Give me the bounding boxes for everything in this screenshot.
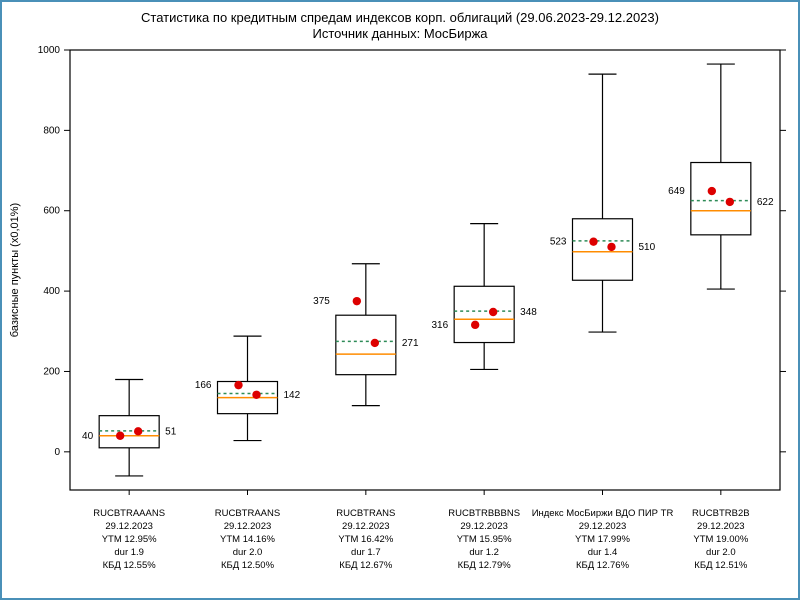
x-tick-label: RUCBTRANS [336,508,395,519]
x-tick-label: 29.12.2023 [342,521,390,532]
marker-left [116,432,124,440]
x-tick-label: YTM 19.00% [693,534,748,545]
y-tick-label: 200 [43,366,60,377]
box [691,163,751,235]
marker-left [471,321,479,329]
x-tick-label: YTM 15.95% [457,534,512,545]
box [336,315,396,374]
marker-right-label: 348 [520,307,537,318]
x-tick-label: dur 1.7 [351,547,381,558]
x-tick-label: 29.12.2023 [105,521,153,532]
chart-title-line1: Статистика по кредитным спредам индексов… [141,10,659,25]
marker-right [371,339,379,347]
box [99,416,159,448]
y-tick-label: 600 [43,206,60,217]
marker-right-label: 271 [402,338,419,349]
x-tick-label: YTM 16.42% [338,534,393,545]
x-tick-label: YTM 12.95% [102,534,157,545]
x-tick-label: RUCBTRAANS [215,508,280,519]
x-tick-label: dur 1.4 [588,547,618,558]
x-tick-label: dur 1.2 [469,547,499,558]
y-tick-label: 800 [43,125,60,136]
marker-right [252,391,260,399]
box [454,286,514,342]
marker-left [234,381,242,389]
marker-right-label: 622 [757,197,774,208]
y-tick-label: 400 [43,286,60,297]
x-tick-label: КБД 12.67% [339,560,393,571]
marker-right-label: 510 [639,242,656,253]
boxplot-chart: Статистика по кредитным спредам индексов… [0,0,800,600]
x-tick-label: 29.12.2023 [460,521,508,532]
marker-left [708,187,716,195]
x-tick-label: dur 2.0 [706,547,736,558]
marker-left-label: 649 [668,186,685,197]
marker-right [607,243,615,251]
x-tick-label: КБД 12.51% [694,560,748,571]
x-tick-label: 29.12.2023 [697,521,745,532]
marker-left [589,237,597,245]
plot-area [70,50,780,490]
marker-right-label: 51 [165,426,177,437]
x-tick-label: КБД 12.55% [103,560,157,571]
x-tick-label: YTM 14.16% [220,534,275,545]
marker-right [726,198,734,206]
x-tick-label: Индекс МосБиржи ВДО ПИР TR [532,508,674,519]
marker-left-label: 166 [195,380,212,391]
x-tick-label: 29.12.2023 [224,521,272,532]
x-tick-label: RUCBTRB2B [692,508,750,519]
x-tick-label: dur 1.9 [114,547,144,558]
box [573,219,633,280]
marker-right [489,308,497,316]
x-tick-label: 29.12.2023 [579,521,627,532]
marker-left-label: 523 [550,237,567,248]
chart-title-line2: Источник данных: МосБиржа [312,26,488,41]
marker-left [353,297,361,305]
y-tick-label: 1000 [38,45,61,56]
x-tick-label: КБД 12.50% [221,560,275,571]
marker-right [134,427,142,435]
x-tick-label: КБД 12.76% [576,560,630,571]
x-tick-label: RUCBTRBBBNS [448,508,520,519]
y-tick-label: 0 [54,447,60,458]
x-tick-label: YTM 17.99% [575,534,630,545]
marker-right-label: 142 [284,390,301,401]
x-tick-label: dur 2.0 [233,547,263,558]
marker-left-label: 316 [431,320,448,331]
marker-left-label: 375 [313,296,330,307]
x-tick-label: КБД 12.79% [458,560,512,571]
marker-left-label: 40 [82,431,94,442]
x-tick-label: RUCBTRAAANS [93,508,165,519]
y-axis-label: базисные пункты (х0,01%) [9,203,21,337]
